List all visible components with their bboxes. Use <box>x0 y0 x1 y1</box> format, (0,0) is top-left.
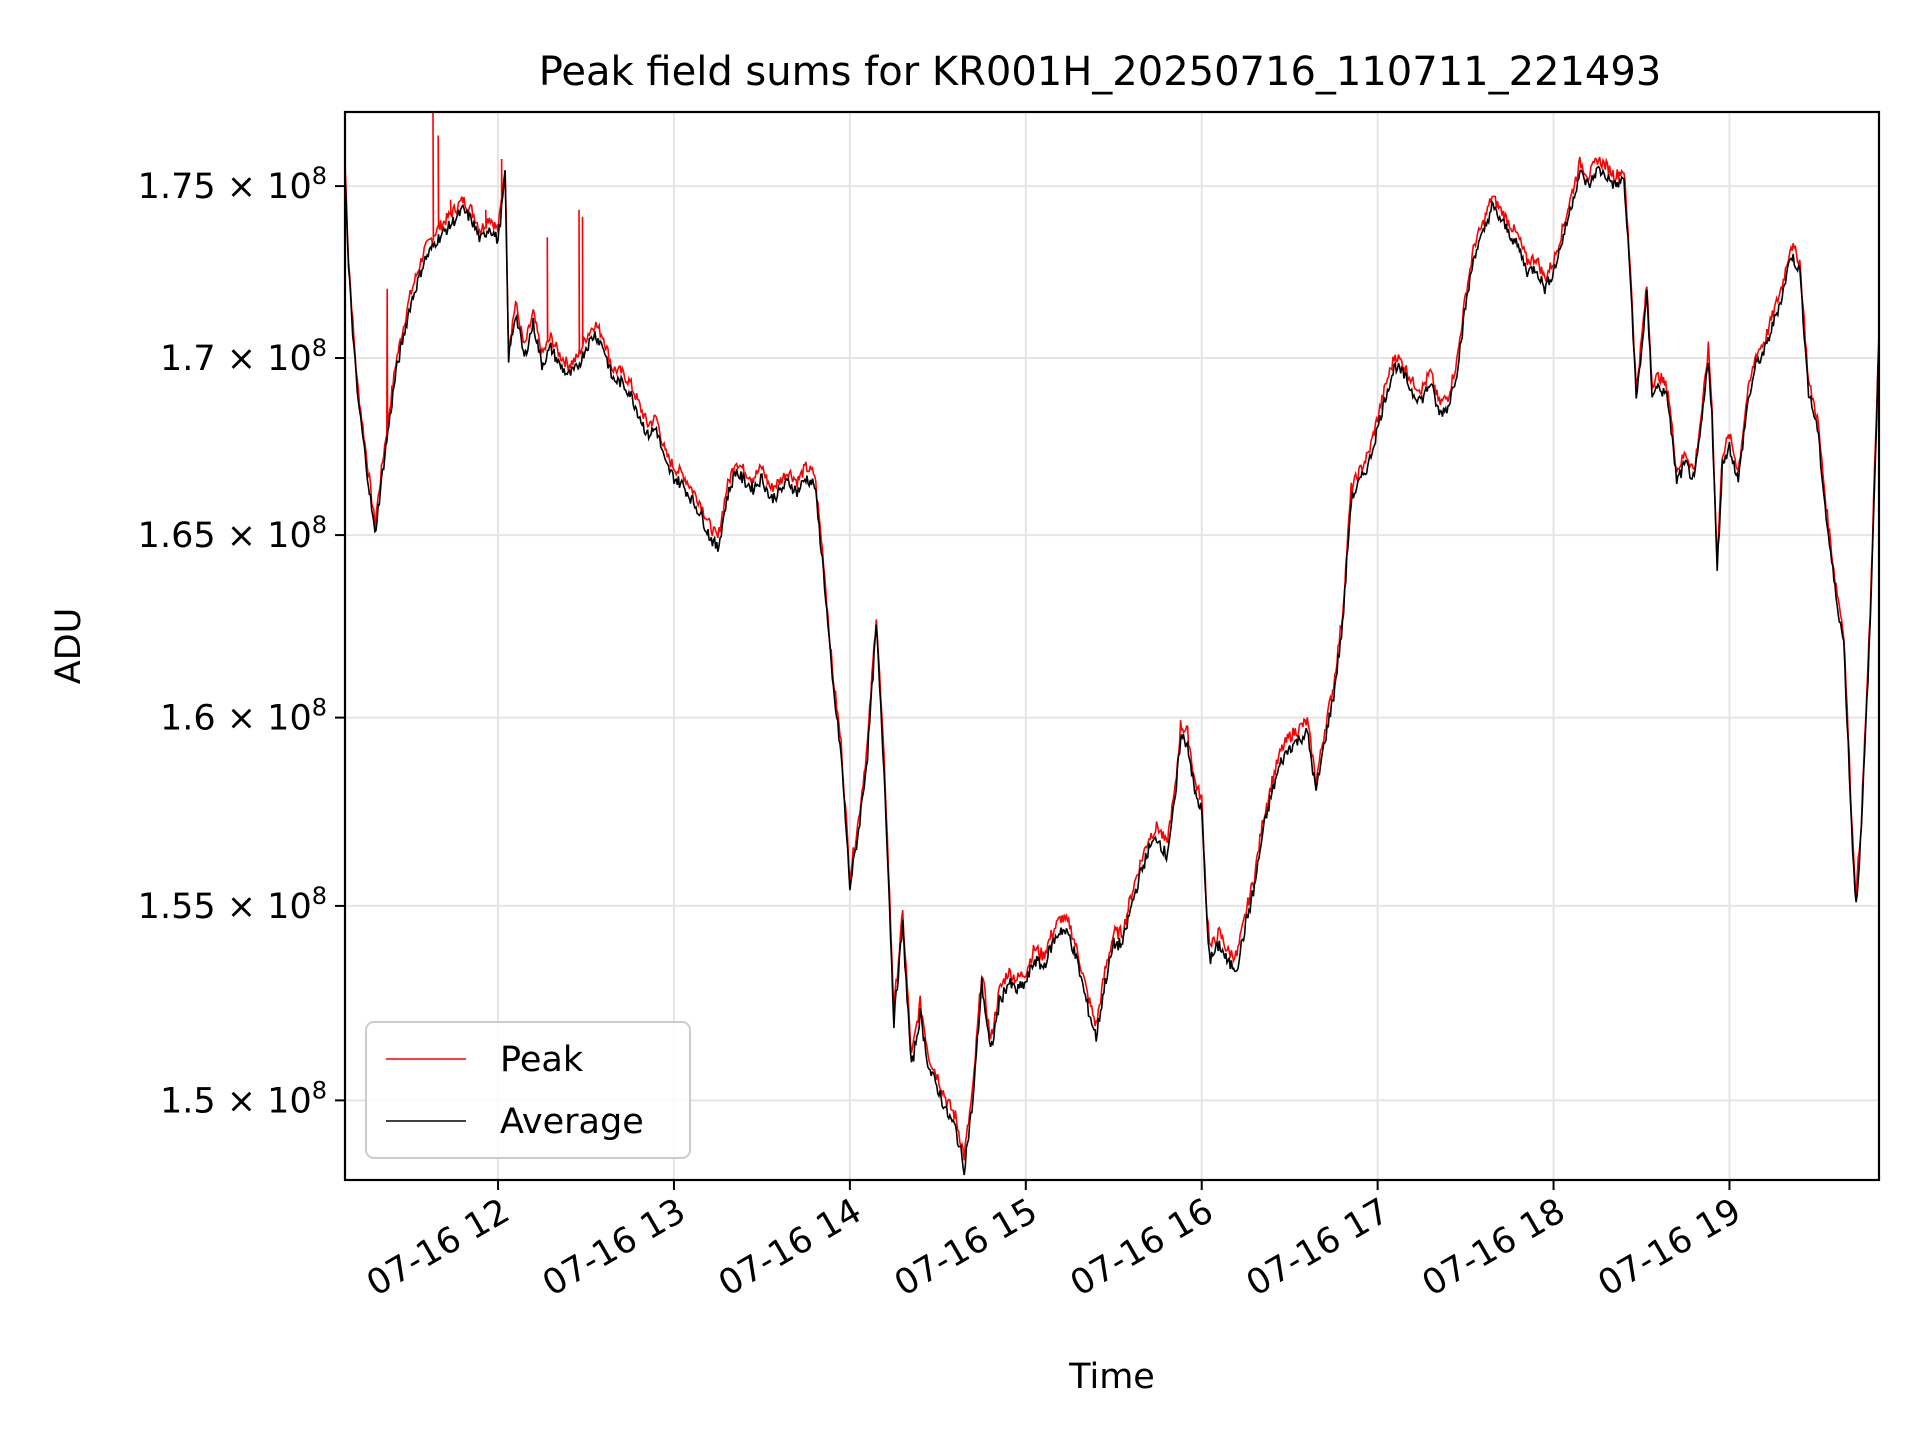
legend-peak-label: Peak <box>500 1040 584 1080</box>
x-tick-label: 07-16 17 <box>1240 1191 1396 1304</box>
series-average-line <box>344 165 1880 1176</box>
y-axis-label: ADU <box>49 608 89 685</box>
y-tick-label: 1.65 × 108 <box>138 511 327 556</box>
chart-title: Peak field sums for KR001H_20250716_1107… <box>539 49 1662 95</box>
y-tick-label: 1.75 × 108 <box>138 162 327 207</box>
series-layer <box>344 111 1880 1176</box>
x-tick-label: 07-16 19 <box>1592 1191 1748 1304</box>
y-axis: 1.5 × 108 1.55 × 108 1.6 × 108 1.65 × 108 1.… <box>138 162 345 1121</box>
x-axis-label: Time <box>1068 1357 1155 1397</box>
y-tick-label: 1.5 × 108 <box>160 1076 327 1121</box>
x-axis: 07-16 12 07-16 13 07-16 14 07-16 15 07-16 16… <box>360 1180 1748 1304</box>
x-tick-label: 07-16 18 <box>1416 1191 1572 1304</box>
series-peak-line <box>344 111 1880 1161</box>
y-tick-label: 1.7 × 108 <box>160 334 327 379</box>
legend-average-label: Average <box>500 1102 644 1142</box>
x-tick-label: 07-16 15 <box>888 1191 1044 1304</box>
x-tick-label: 07-16 13 <box>536 1191 692 1304</box>
x-tick-label: 07-16 12 <box>360 1191 516 1304</box>
grid <box>345 112 1879 1180</box>
legend-box <box>365 1021 691 1159</box>
legend: Peak Average <box>365 1021 691 1159</box>
x-tick-label: 07-16 14 <box>712 1191 868 1304</box>
y-tick-label: 1.55 × 108 <box>138 882 327 927</box>
y-tick-label: 1.6 × 108 <box>160 694 327 739</box>
x-tick-label: 07-16 16 <box>1064 1191 1220 1304</box>
plot-frame <box>343 110 1881 1182</box>
